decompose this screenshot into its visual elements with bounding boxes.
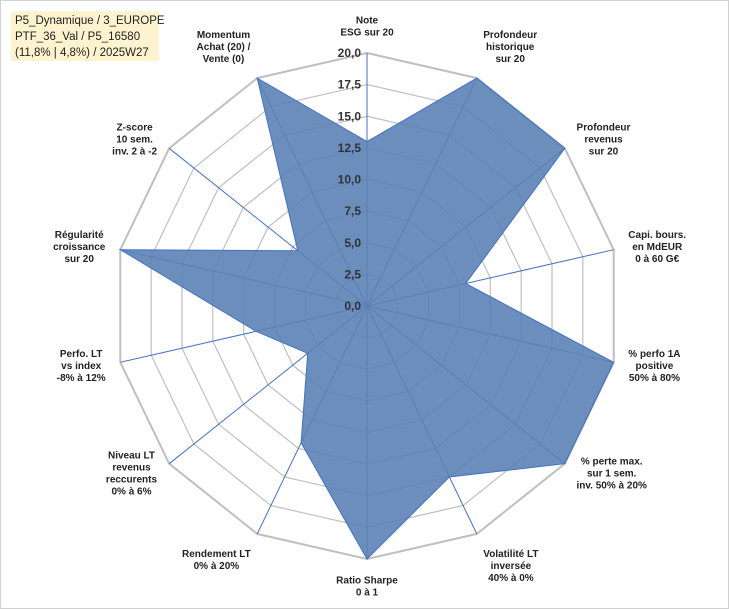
axis-label-7: Volatilité LT inversée 40% à 0% [483, 549, 538, 584]
axis-label-8: Ratio Sharpe 0 à 1 [336, 576, 398, 599]
axis-label-4: Capi. bours. en MdEUR 0 à 60 G€ [628, 230, 686, 265]
portfolio-info-box: P5_Dynamique / 3_EUROPE PTF_36_Val / P5_… [11, 11, 165, 61]
tick-label: 12,5 [338, 141, 362, 155]
axis-label-9: Rendement LT 0% à 20% [182, 549, 251, 572]
axis-label-2: Profondeur historique sur 20 [483, 30, 537, 65]
axis-label-13: Z-score 10 sem. inv. 2 à -2 [112, 122, 157, 157]
info-line-2: PTF_36_Val / P5_16580 [15, 31, 141, 43]
axis-label-3: Profondeur revenus sur 20 [577, 122, 631, 157]
axis-label-11: Perfo. LT vs index -8% à 12% [57, 349, 106, 384]
axis-label-1: Note ESG sur 20 [340, 16, 394, 39]
axis-label-5: % perfo 1A positive 50% à 80% [628, 349, 680, 384]
axis-labels: Note ESG sur 20 Profondeur historique sur 20… [53, 16, 686, 599]
axis-label-10: Niveau LT revenus reccurents 0% à 6% [106, 451, 158, 498]
tick-label: 20,0 [338, 46, 362, 60]
tick-label: 2,5 [344, 267, 361, 281]
tick-label: 7,5 [344, 204, 361, 218]
data-area-layer [118, 77, 615, 560]
axis-label-6: % perte max. sur 1 sem. inv. 50% à 20% [576, 457, 647, 492]
axis-label-14: Momentum Achat (20) / Vente (0) [197, 30, 251, 65]
tick-label: 15,0 [338, 109, 362, 123]
tick-label: 17,5 [338, 78, 362, 92]
tick-label: 0,0 [344, 299, 361, 313]
info-line-3: (11,8% | 4,8%) / 2025W27 [15, 47, 149, 59]
tick-labels: 0,0 2,5 5,0 7,5 10,0 12,5 15,0 17,5 20,0 [338, 46, 362, 313]
data-area [118, 77, 615, 560]
tick-label: 10,0 [338, 173, 362, 187]
info-line-1: P5_Dynamique / 3_EUROPE [15, 15, 165, 27]
axis-label-12: Régularité croissance sur 20 [53, 230, 106, 265]
tick-label: 5,0 [344, 236, 361, 250]
